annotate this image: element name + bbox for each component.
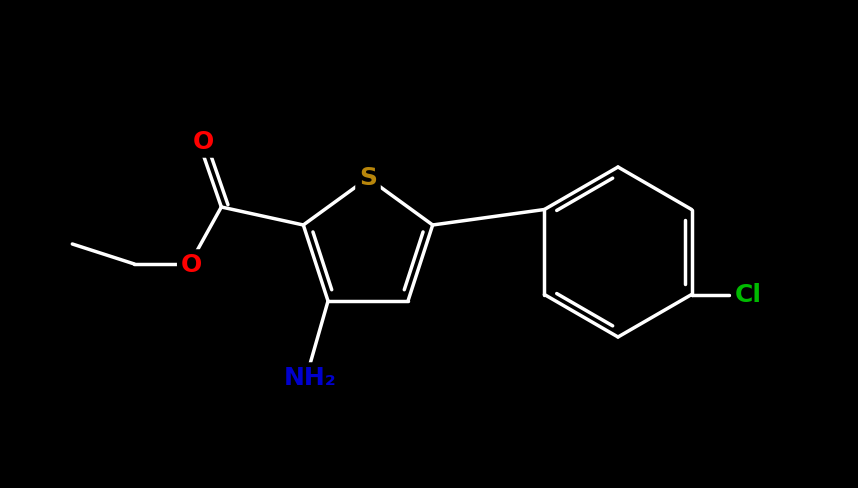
Text: O: O [193,130,214,154]
Text: NH₂: NH₂ [284,366,336,390]
Text: S: S [359,166,377,190]
Text: O: O [181,253,202,277]
Text: Cl: Cl [735,283,762,306]
